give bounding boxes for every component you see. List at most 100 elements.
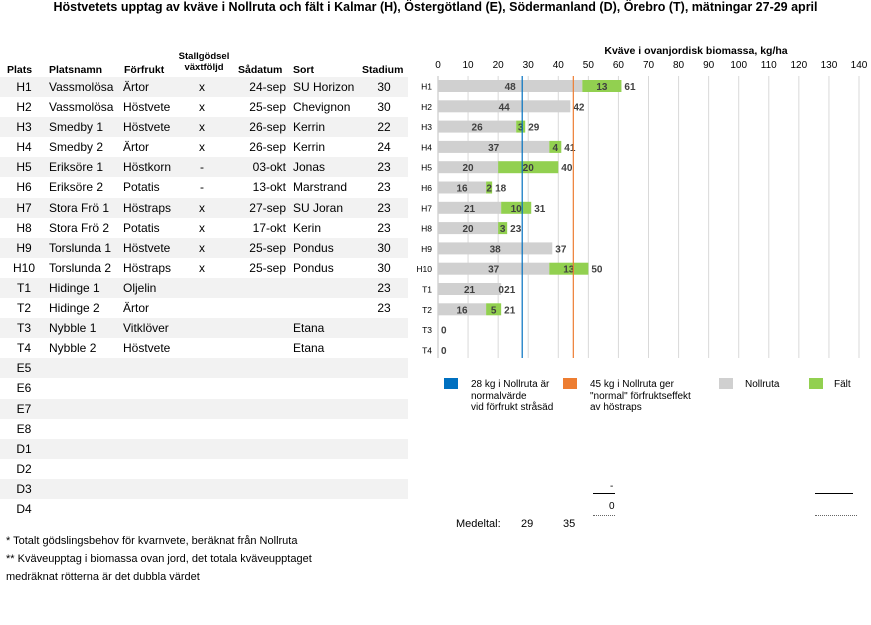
cell-sadatum: 24-sep	[249, 80, 286, 94]
table-row: E6	[0, 378, 408, 398]
cell-plats: E8	[16, 421, 32, 436]
table-row: H8 Stora Frö 2 Potatis x 17-okt Kerin 23	[0, 218, 408, 238]
cell-stadium: 30	[377, 240, 391, 255]
x-tick-label: 30	[523, 60, 535, 71]
bar-falt	[498, 222, 508, 235]
x-tick-label: 50	[583, 60, 595, 71]
cell-sort: SU Horizon	[293, 80, 355, 94]
data-label-falt: 3	[500, 224, 506, 235]
cell-stallgodsel: x	[199, 200, 205, 215]
cell-sort: Chevignon	[293, 100, 351, 115]
cell-sadatum: 26-sep	[249, 140, 286, 155]
bar-nollruta	[438, 80, 583, 92]
data-label-falt: 13	[596, 82, 608, 93]
cell-stallgodsel: x	[199, 100, 205, 115]
data-label-total: 31	[534, 204, 546, 215]
legend-swatch-28kg	[444, 378, 458, 389]
cell-platsnamn: Hidinge 2	[49, 301, 100, 316]
data-label-total: 61	[624, 82, 636, 93]
reference-lines	[521, 76, 574, 358]
cell-plats: T1	[16, 280, 31, 295]
cell-plats: H10	[12, 260, 35, 275]
x-tick-label: 10	[463, 60, 475, 71]
cell-platsnamn: Nybble 2	[49, 341, 97, 356]
data-label-falt: 2	[486, 184, 492, 195]
legend-swatch-nollruta	[719, 378, 733, 389]
medeltal-value-2: 35	[563, 518, 576, 530]
summary-rule-1	[593, 493, 615, 494]
table-row: D2	[0, 459, 408, 479]
bar-nollruta	[438, 262, 550, 275]
bar-nollruta	[438, 120, 517, 133]
table-row: H10 Torslunda 2 Höstraps x 25-sep Pondus 30	[0, 258, 408, 278]
category-labels: H1 H2 H3 H4 H5 H6 H7 H8 H9 H10 T1 T2 T3 T4	[416, 82, 432, 356]
data-label-falt: 5	[491, 305, 497, 316]
header-forfrukt: Förfrukt	[124, 64, 165, 76]
cell-stallgodsel: x	[199, 240, 205, 255]
x-tick-label: 70	[643, 60, 655, 71]
cell-plats: E6	[16, 381, 32, 396]
data-label-total: 42	[573, 102, 585, 113]
cell-platsnamn: Stora Frö 2	[49, 220, 110, 235]
header-sort: Sort	[293, 64, 314, 76]
cell-stadium: 23	[377, 180, 391, 195]
cell-plats: D2	[16, 461, 32, 476]
cell-sort: Etana	[293, 321, 325, 336]
bar-nollruta	[438, 222, 499, 235]
x-tick-label: 60	[613, 60, 625, 71]
cell-stallgodsel: -	[200, 180, 204, 195]
table-row: E5	[0, 358, 408, 379]
category-label: H4	[421, 142, 432, 152]
cell-stallgodsel: x	[199, 140, 205, 155]
cell-forfrukt: Höstvete	[123, 341, 171, 356]
cell-platsnamn: Torslunda 2	[49, 260, 112, 275]
cell-forfrukt: Ärtor	[123, 301, 150, 316]
cell-platsnamn: Hidinge 1	[49, 280, 100, 295]
footnote-2: ** Kväveupptag i biomassa ovan jord, det…	[6, 553, 312, 565]
bar-falt	[549, 262, 589, 275]
bar-nollruta	[438, 100, 571, 113]
legend-45kg-line3: av höstraps	[590, 402, 642, 413]
bar-nollruta	[438, 242, 553, 255]
table-row: H9 Torslunda 1 Höstvete x 25-sep Pondus 30	[0, 237, 408, 258]
x-tick-label: 20	[493, 60, 505, 71]
cell-plats: H1	[16, 80, 32, 94]
cell-platsnamn: Smedby 1	[49, 120, 104, 135]
table-row: T1 Hidinge 1 Oljelin 23	[0, 277, 408, 299]
summary-zero: 0	[609, 501, 615, 512]
cell-sadatum: 17-okt	[252, 220, 286, 235]
x-tick-label: 110	[761, 60, 777, 71]
bar-falt	[549, 140, 562, 153]
category-label: H6	[421, 183, 432, 193]
bar-falt	[486, 303, 502, 316]
data-label-nollruta: 26	[472, 123, 484, 134]
table-row: E7	[0, 398, 408, 419]
legend-swatch-falt	[809, 378, 823, 389]
cell-stallgodsel: -	[200, 160, 204, 175]
category-label: H5	[421, 163, 432, 173]
cell-stadium: 30	[377, 260, 391, 275]
bar-falt	[582, 80, 622, 92]
cell-sort: Pondus	[293, 260, 334, 275]
table-row: T2 Hidinge 2 Ärtor 23	[0, 298, 408, 318]
cell-forfrukt: Vitklöver	[123, 321, 169, 336]
table-row: H1 Vassmolösa Ärtor x 24-sep SU Horizon 30	[0, 77, 408, 98]
cell-stadium: 23	[377, 220, 391, 235]
data-label-falt: 13	[563, 265, 575, 276]
cell-plats: D4	[16, 501, 32, 516]
cell-platsnamn: Torslunda 1	[49, 240, 112, 255]
data-label-nollruta: 44	[499, 102, 511, 113]
cell-forfrukt: Potatis	[123, 220, 160, 235]
cell-stallgodsel: x	[199, 260, 205, 275]
bar-falt	[516, 120, 526, 133]
legend-label-28kg: 28 kg i Nollruta är normalvärde vid förf…	[471, 379, 553, 414]
data-label-nollruta: 21	[464, 285, 476, 296]
header-stallgodsel-line2: växtföljd	[184, 62, 224, 73]
data-label-falt: 10	[511, 204, 523, 215]
cell-forfrukt: Ärtor	[123, 80, 150, 94]
header-plats: Plats	[7, 64, 33, 76]
table-row: H5 Eriksöre 1 Höstkorn - 03-okt Jonas 23	[0, 157, 408, 178]
header-sadatum: Sådatum	[238, 64, 283, 76]
cell-platsnamn: Eriksöre 1	[49, 160, 104, 175]
data-label-nollruta: 37	[488, 265, 500, 276]
